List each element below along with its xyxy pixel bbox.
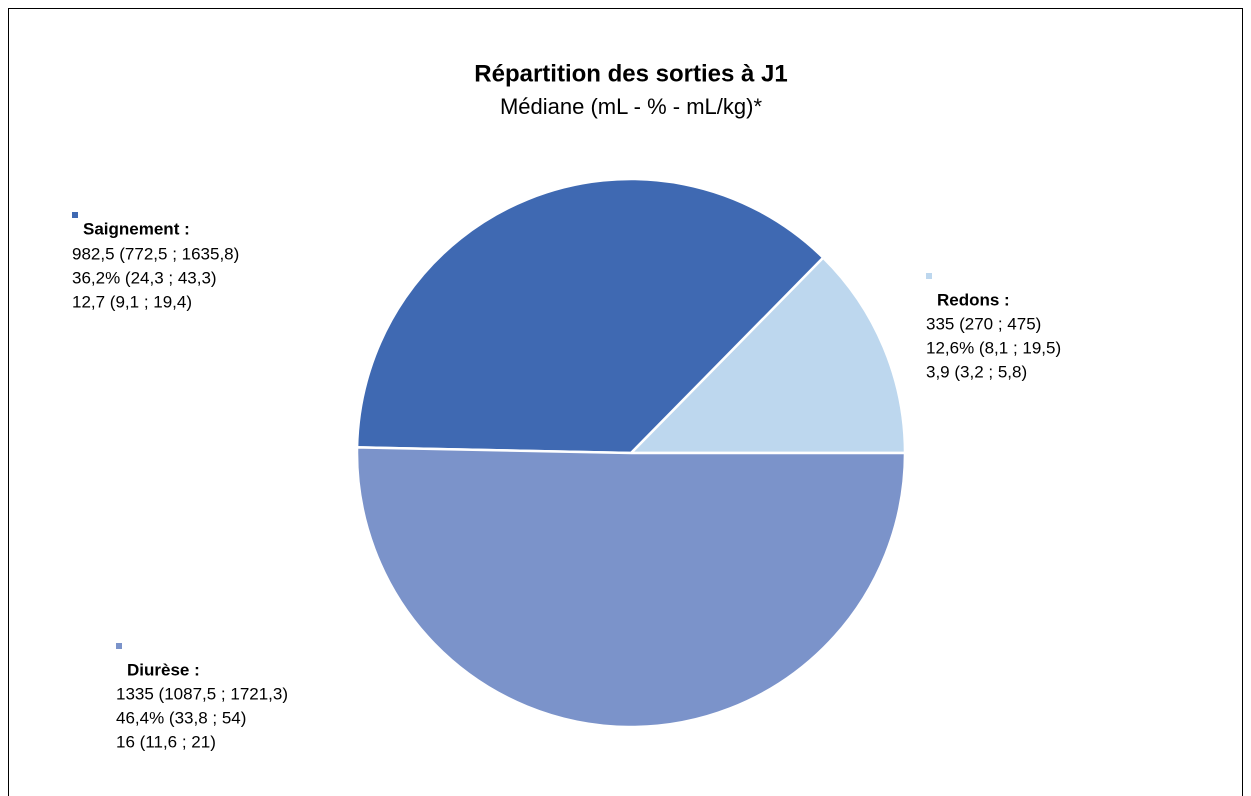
pie-slice (355, 446, 907, 729)
slice-detail: 46,4% (33,8 ; 54) (116, 708, 246, 727)
label-marker (72, 212, 78, 218)
slice-label-name: Redons : (937, 290, 1010, 309)
slice-label-name: Diurèse : (127, 660, 200, 679)
label-marker (116, 643, 122, 649)
label-marker (926, 273, 932, 279)
slice-detail: 3,9 (3,2 ; 5,8) (926, 362, 1027, 381)
chart-title: Répartition des sorties à J1 (474, 60, 787, 87)
slice-detail: 12,6% (8,1 ; 19,5) (926, 338, 1061, 357)
chart-frame (8, 8, 1243, 796)
slice-value-label: 1335 (1087,5 ; 1721,3) (116, 684, 288, 703)
slice-detail: 16 (11,6 ; 21) (116, 732, 216, 751)
pie-slice (628, 255, 907, 455)
slice-value-label: 982,5 (772,5 ; 1635,8) (72, 244, 239, 263)
slice-detail: 12,7 (9,1 ; 19,4) (72, 292, 192, 311)
chart-subtitle: Médiane (mL - % - mL/kg)* (500, 94, 762, 119)
pie-slice (355, 177, 825, 455)
slice-detail: 36,2% (24,3 ; 43,3) (72, 268, 217, 287)
slice-value-label: 335 (270 ; 475) (926, 314, 1041, 333)
slice-label-name: Saignement : (83, 219, 190, 238)
